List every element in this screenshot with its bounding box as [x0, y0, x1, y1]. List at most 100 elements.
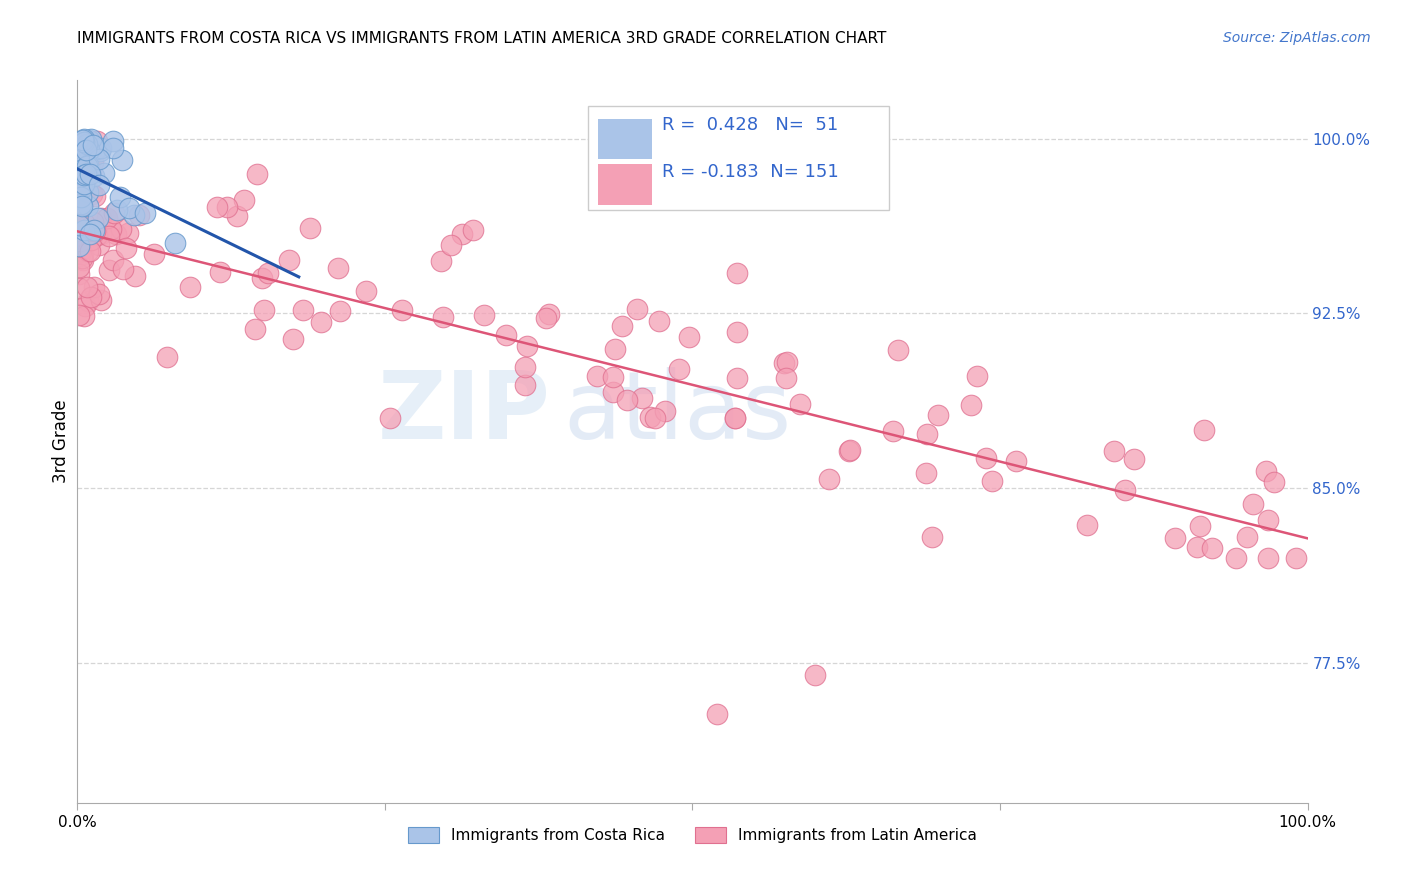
Point [209, 265, 232, 279]
Point [291, 302, 314, 317]
Point [90, 293, 112, 307]
Point [86, 228, 108, 243]
Point [463, 223, 485, 237]
Point [75, 182, 97, 196]
Point [73, 223, 96, 237]
Point [70, 251, 93, 265]
Point [76, 136, 98, 151]
Point [101, 141, 124, 155]
Point [76, 153, 98, 168]
Point [775, 371, 797, 385]
Point [299, 221, 322, 235]
Point [83, 280, 105, 294]
Point [725, 325, 748, 339]
Point [725, 371, 748, 385]
Point [772, 356, 794, 370]
Point [534, 310, 557, 325]
Point [921, 530, 943, 544]
Point [638, 409, 661, 424]
Point [329, 304, 352, 318]
Point [70, 199, 93, 213]
Point [84, 224, 107, 238]
Point [143, 247, 166, 261]
Point [253, 303, 276, 318]
Point [101, 253, 124, 268]
Point [70, 197, 93, 211]
Point [87, 211, 110, 226]
Point [246, 168, 269, 182]
Point [83, 169, 105, 183]
Point [89, 144, 111, 158]
Point [67, 211, 90, 226]
Point [817, 472, 839, 486]
Point [887, 343, 910, 357]
Point [281, 332, 304, 346]
Point [128, 208, 150, 222]
Point [1225, 551, 1247, 566]
Point [89, 238, 111, 252]
Point [233, 193, 256, 207]
Point [1263, 475, 1285, 489]
Point [69, 235, 91, 249]
Point [1194, 423, 1216, 437]
Point [706, 707, 728, 722]
Point [97, 263, 120, 277]
Point [103, 205, 125, 219]
Point [1188, 519, 1211, 533]
Point [626, 301, 648, 316]
Point [76, 167, 98, 181]
Point [67, 239, 90, 253]
Point [70, 244, 93, 259]
Point [75, 144, 97, 158]
Point [1114, 483, 1136, 497]
Point [79, 167, 101, 181]
Point [1257, 551, 1279, 566]
Point [96, 211, 118, 225]
Point [76, 185, 98, 199]
Point [72, 181, 94, 195]
Point [1005, 454, 1028, 468]
Point [117, 226, 139, 240]
Point [79, 227, 101, 242]
Point [966, 368, 988, 383]
Point [82, 137, 104, 152]
Point [80, 233, 103, 247]
Point [207, 200, 229, 214]
Point [73, 299, 96, 313]
Point [77, 244, 100, 259]
Point [124, 269, 146, 284]
Point [67, 167, 90, 181]
Point [67, 308, 90, 322]
Point [1236, 530, 1258, 544]
Point [602, 385, 624, 400]
Text: R = -0.183  N= 151: R = -0.183 N= 151 [662, 163, 838, 181]
Point [724, 411, 747, 425]
Point [586, 369, 609, 384]
Point [603, 343, 626, 357]
Point [77, 158, 100, 172]
Legend: Immigrants from Costa Rica, Immigrants from Latin America: Immigrants from Costa Rica, Immigrants f… [402, 822, 983, 849]
Point [67, 249, 90, 263]
Point [67, 173, 90, 187]
Point [602, 370, 624, 384]
Point [250, 271, 273, 285]
Point [87, 152, 110, 166]
Point [75, 137, 97, 152]
Point [245, 322, 267, 336]
Text: Source: ZipAtlas.com: Source: ZipAtlas.com [1223, 31, 1371, 45]
Point [75, 142, 97, 156]
Point [678, 330, 700, 344]
Point [114, 241, 136, 255]
Point [76, 199, 98, 213]
Point [82, 155, 104, 169]
Point [105, 227, 128, 241]
Point [70, 142, 93, 156]
Point [616, 393, 638, 408]
Point [110, 190, 132, 204]
Point [87, 287, 110, 301]
Point [73, 135, 96, 149]
Point [538, 307, 561, 321]
Point [391, 302, 413, 317]
Point [67, 260, 90, 274]
Point [73, 310, 96, 324]
